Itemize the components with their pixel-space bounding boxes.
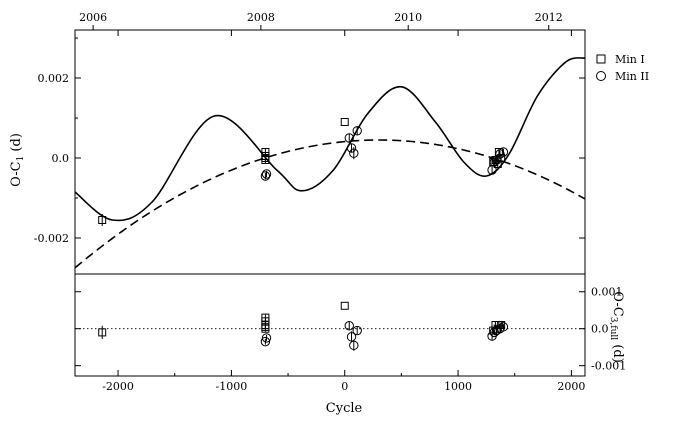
min-ii-point <box>352 325 362 336</box>
y-tick-label-top: 0.002 <box>38 72 70 85</box>
top-panel-frame <box>74 29 586 275</box>
min-i-point <box>261 154 270 162</box>
min-ii-point <box>344 133 354 143</box>
y-tick-label-bottom: 0.0 <box>591 323 609 336</box>
x-tick-label: 1000 <box>444 380 472 393</box>
min-ii-point <box>349 148 359 158</box>
min-ii-point <box>349 340 359 351</box>
fit-curves <box>75 57 585 269</box>
min-i-point <box>340 301 349 310</box>
legend-label: Min II <box>615 70 649 83</box>
min-ii-point <box>491 155 502 165</box>
axis-ticks: -2000 -1000 0 1000 2000 2006 2008 2010 2012 -0.00… <box>34 11 626 393</box>
min-ii-point <box>489 157 500 167</box>
min-ii-point <box>260 171 271 181</box>
y-axis-title-top-sub: 1 <box>16 156 26 162</box>
min-ii-point <box>261 169 272 179</box>
legend-circle-marker <box>596 71 606 81</box>
min-i-point <box>98 216 107 224</box>
min-i-point <box>261 322 270 331</box>
y-tick-label-top: 0.0 <box>52 152 70 165</box>
min-ii-point <box>346 332 357 342</box>
x-tick-label: -1000 <box>216 380 248 393</box>
y-axis-title-top-main: O-C <box>9 161 24 187</box>
legend-square-marker <box>596 54 606 64</box>
y-axis-title-top-unit: (d) <box>9 133 24 156</box>
min-ii-point <box>344 321 354 331</box>
full-fit-curve <box>75 57 585 222</box>
min-ii-point <box>260 336 271 347</box>
data-points <box>98 118 509 351</box>
x-tick-label: 2000 <box>557 380 585 393</box>
year-tick-label: 2008 <box>247 11 275 24</box>
bottom-panel-frame <box>74 273 586 377</box>
y-axis-title-bottom-main: O-C <box>610 291 625 317</box>
y-axis-title-bottom: O-C3,full (d) <box>608 291 625 363</box>
y-tick-label-bottom: 0.001 <box>591 286 623 299</box>
min-ii-point <box>352 126 362 136</box>
min-ii-point <box>498 322 509 332</box>
min-i-point <box>340 118 349 126</box>
quadratic-trend-curve <box>75 139 585 269</box>
y-tick-label-bottom: -0.001 <box>591 360 626 373</box>
y-axis-title-bottom-unit: (d) <box>610 340 625 363</box>
year-tick-label: 2010 <box>394 11 422 24</box>
year-tick-label: 2006 <box>79 11 107 24</box>
x-tick-label: 0 <box>341 380 348 393</box>
x-axis-title: Cycle <box>326 401 363 416</box>
y-tick-label-top: -0.002 <box>34 232 69 245</box>
min-ii-point <box>261 333 272 343</box>
legend: Min I Min II <box>596 53 649 83</box>
min-ii-point <box>498 147 509 157</box>
min-i-point <box>494 148 503 156</box>
plot-frame <box>74 29 586 377</box>
y-axis-title-top: O-C1 (d) <box>9 133 26 187</box>
legend-label: Min I <box>615 53 645 66</box>
year-tick-label: 2012 <box>535 11 563 24</box>
min-ii-point <box>346 143 357 153</box>
y-axis-title-bottom-sub: 3,full <box>608 317 618 341</box>
x-tick-label: -2000 <box>102 380 134 393</box>
min-i-point <box>98 328 107 337</box>
